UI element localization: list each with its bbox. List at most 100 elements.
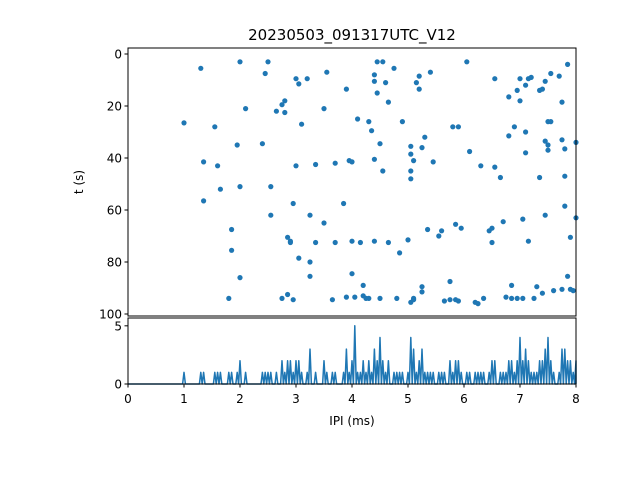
raster-point-23 [282,98,288,104]
raster-point-155 [548,70,554,77]
raster-point-10 [234,142,240,148]
raster-point-93 [419,145,425,151]
raster-axes-frame [127,47,577,317]
raster-point-92 [416,86,422,92]
raster-point-79 [397,250,403,256]
raster-point-50 [343,294,349,300]
raster-point-110 [458,225,464,231]
raster-point-121 [492,76,498,82]
raster-point-71 [377,295,383,301]
raster-point-14 [243,106,249,112]
raster-point-56 [355,116,361,122]
raster-y-ticks: 0 20 40 60 80 100 [99,48,128,322]
raster-point-144 [537,174,543,181]
raster-point-147 [539,290,546,296]
raster-point-135 [520,295,526,301]
raster-point-159 [559,137,565,143]
raster-y-tick-label-2: 40 [107,152,122,166]
raster-point-45 [329,297,335,303]
histogram-line [128,325,577,385]
raster-point-133 [517,98,523,104]
histogram-y-ticks: 05 [114,319,128,392]
raster-point-150 [542,138,548,144]
histogram-x-tick-label-0: 0 [124,392,132,406]
raster-point-37 [307,212,313,218]
raster-point-100 [436,233,442,239]
raster-point-16 [262,70,268,77]
raster-point-87 [411,158,417,164]
raster-point-22 [279,295,285,301]
raster-point-73 [380,168,386,174]
histogram-y-tick-label-1: 5 [114,319,122,333]
raster-y-label: t (s) [72,170,86,194]
raster-point-128 [509,295,515,301]
histogram-x-tick-label-2: 2 [236,392,244,406]
raster-point-162 [562,146,568,152]
histogram-y-tick-label-0: 0 [114,378,122,392]
raster-point-2 [201,159,207,165]
raster-point-52 [349,159,355,165]
histogram-x-tick-label-1: 1 [180,392,188,406]
raster-point-101 [439,228,445,234]
raster-point-129 [511,124,517,130]
raster-point-84 [408,151,414,157]
raster-point-152 [545,147,551,153]
raster-point-141 [528,74,534,80]
raster-point-36 [304,76,310,82]
raster-point-62 [366,295,372,301]
raster-point-154 [548,119,554,125]
raster-point-105 [450,124,456,130]
raster-point-116 [481,295,487,301]
raster-point-90 [413,80,419,86]
raster-point-114 [475,301,481,307]
raster-point-166 [567,234,574,240]
raster-point-3 [201,198,207,204]
raster-point-151 [545,142,551,148]
raster-point-0 [181,120,187,126]
raster-point-35 [299,121,305,127]
raster-point-19 [268,212,274,218]
raster-point-96 [422,134,428,140]
raster-point-161 [562,203,568,209]
raster-point-7 [226,295,232,301]
raster-point-111 [464,59,470,65]
raster-point-143 [534,284,540,290]
raster-y-tick-label-3: 60 [107,204,122,218]
raster-point-138 [523,150,529,156]
raster-point-68 [374,59,380,65]
raster-point-4 [212,124,218,130]
raster-point-38 [307,259,313,265]
raster-point-39 [307,273,313,279]
raster-point-61 [366,119,372,125]
raster-point-160 [559,286,565,292]
raster-point-137 [523,129,529,135]
raster-point-148 [542,212,548,218]
raster-y-tick-label-5: 100 [99,308,122,322]
raster-point-47 [332,239,338,246]
raster-point-140 [525,238,532,244]
raster-point-83 [408,143,414,149]
raster-point-97 [425,226,431,233]
raster-point-17 [265,59,271,65]
raster-point-125 [506,94,512,100]
raster-point-42 [321,106,327,112]
raster-point-77 [391,65,397,71]
raster-point-69 [374,90,380,96]
raster-point-156 [551,288,557,294]
raster-point-130 [514,87,520,93]
histogram-x-label: IPI (ms) [329,414,374,428]
raster-point-98 [427,69,433,75]
raster-point-163 [562,173,568,179]
raster-point-29 [290,200,296,207]
raster-point-95 [419,289,425,295]
raster-point-124 [503,294,509,300]
raster-point-26 [285,291,291,298]
histogram-x-ticks: 0 1 2 3 4 5 6 7 8 [124,384,580,406]
raster-point-112 [467,148,473,155]
raster-point-106 [453,221,459,227]
raster-point-57 [357,239,363,246]
raster-point-5 [215,163,221,169]
raster-point-136 [523,82,529,88]
